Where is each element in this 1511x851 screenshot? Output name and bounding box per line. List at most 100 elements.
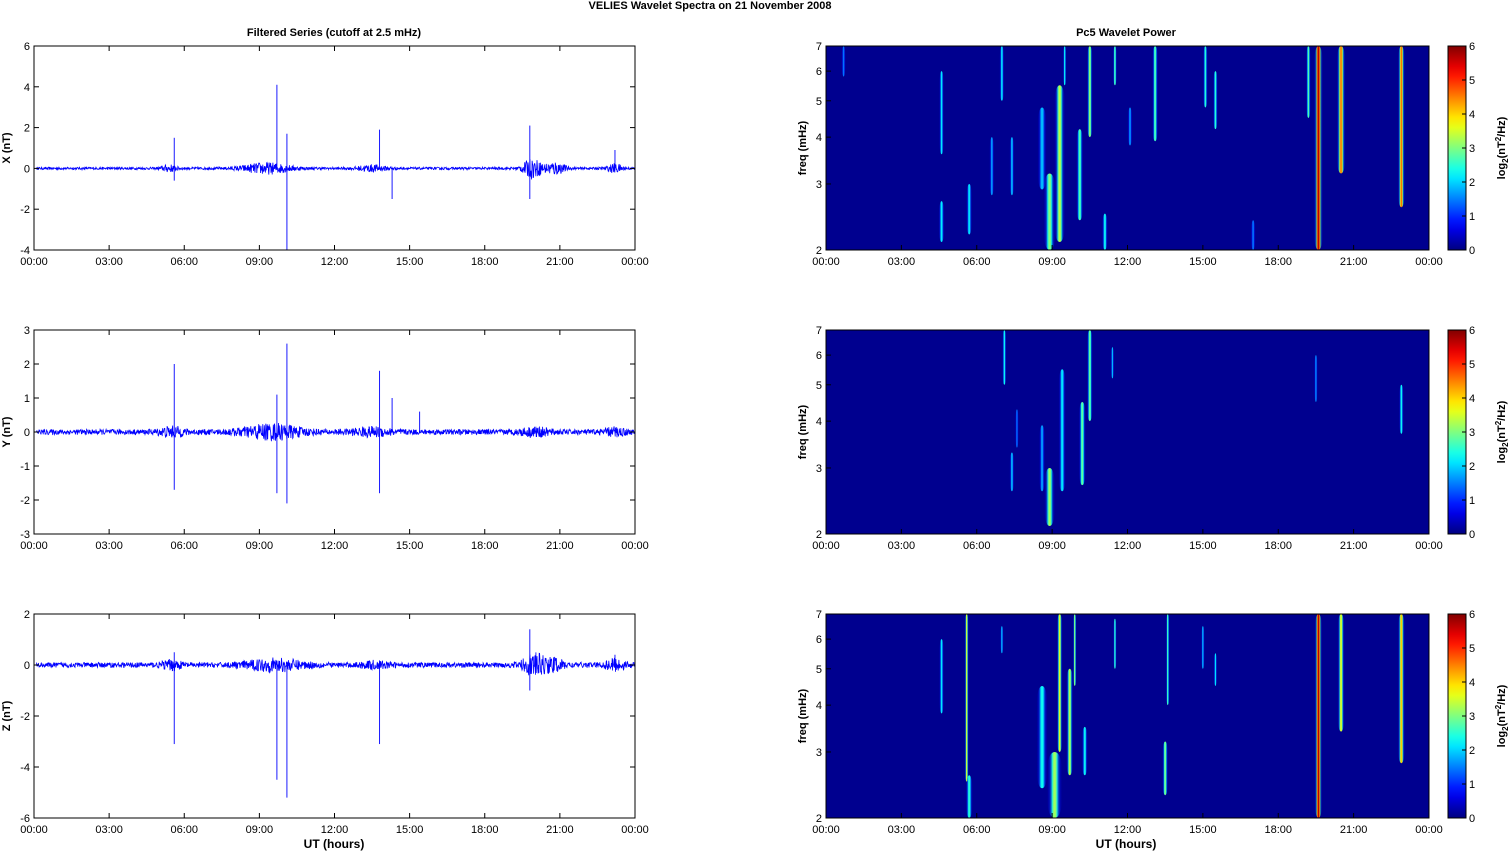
xtick-label: 00:00	[1415, 824, 1443, 836]
power-blob-15	[1127, 107, 1133, 146]
ytick-label: 4	[816, 132, 822, 144]
power-blob-9	[1082, 726, 1088, 776]
xtick-label: 21:00	[546, 540, 574, 552]
ytick-label: 6	[24, 41, 30, 53]
colorbar-tick-label: 2	[1469, 745, 1475, 757]
xtick-label: 12:00	[321, 540, 349, 552]
xtick-label: 18:00	[471, 540, 499, 552]
xtick-label: 21:00	[546, 256, 574, 268]
ytick-label: 5	[816, 664, 822, 676]
colorbar-tick-label: 4	[1469, 393, 1475, 405]
power-blob-8	[1044, 173, 1056, 250]
xtick-label: 18:00	[1264, 540, 1292, 552]
ytick-label: 0	[24, 163, 30, 175]
xtick-label: 12:00	[1114, 540, 1142, 552]
ylabel: freq (mHz)	[797, 120, 809, 175]
colorbar-tick-label: 4	[1469, 109, 1475, 121]
ytick-label: 0	[24, 427, 30, 439]
colorbar-tick-label: 1	[1469, 779, 1475, 791]
xtick-label: 00:00	[20, 256, 48, 268]
xtick-label: 00:00	[20, 824, 48, 836]
spectrum-panel-y: 2 3 4 5 6 7 00:00 03:00 06:00 09:00 12:00 15:00 18:0…	[797, 325, 1510, 552]
xtick-label: 00:00	[621, 256, 649, 268]
xtick-label: 03:00	[888, 256, 916, 268]
ytick-label: 6	[816, 350, 822, 362]
power-blobs	[939, 614, 1405, 818]
xtick-label: 21:00	[1340, 824, 1368, 836]
ytick-label: 2	[816, 813, 822, 825]
power-blob-15	[1314, 614, 1323, 818]
power-blob-6	[1009, 137, 1015, 196]
xtick-label: 18:00	[471, 824, 499, 836]
xtick-label: 00:00	[812, 824, 840, 836]
ytick-label: 5	[816, 380, 822, 392]
power-blob-6	[1078, 401, 1086, 486]
xtick-label: 06:00	[170, 540, 198, 552]
power-blobs	[841, 46, 1405, 250]
colorbar-tick-label: 2	[1469, 177, 1475, 189]
ytick-label: -1	[20, 461, 30, 473]
power-blob-7	[1037, 107, 1047, 190]
xtick-label: 15:00	[396, 256, 424, 268]
power-blob-2	[965, 775, 973, 818]
xtick-label: 03:00	[95, 540, 123, 552]
xtick-label: 09:00	[1038, 256, 1066, 268]
power-blob-4	[989, 137, 995, 196]
ytick-label: 3	[816, 179, 822, 191]
power-blob-13	[1201, 626, 1205, 669]
colorbar-label: log2(nT2/Hz)	[1494, 400, 1510, 463]
xtick-label: 03:00	[95, 256, 123, 268]
right-xlabel: UT (hours)	[1096, 837, 1157, 851]
ytick-label: 2	[24, 359, 30, 371]
xtick-label: 00:00	[20, 540, 48, 552]
ytick-label: 3	[816, 463, 822, 475]
power-blob-0	[1002, 330, 1007, 385]
ylabel: freq (mHz)	[797, 688, 809, 743]
ylabel: X (nT)	[1, 132, 13, 163]
xtick-label: 06:00	[963, 256, 991, 268]
xtick-label: 09:00	[246, 824, 274, 836]
colorbar-tick-label: 1	[1469, 211, 1475, 223]
power-blob-7	[1066, 668, 1074, 776]
xtick-label: 12:00	[321, 824, 349, 836]
colorbar-tick-label: 0	[1469, 529, 1475, 541]
power-blob-18	[1213, 71, 1218, 130]
ytick-label: -4	[20, 762, 30, 774]
colorbar-tick-label: 2	[1469, 461, 1475, 473]
power-blob-2	[1015, 409, 1019, 448]
colorbar-tick-label: 6	[1469, 325, 1475, 337]
power-blob-9	[1314, 355, 1318, 402]
power-blob-19	[1250, 220, 1256, 250]
colorbar-tick-label: 0	[1469, 245, 1475, 257]
xtick-label: 21:00	[546, 824, 574, 836]
xtick-label: 03:00	[95, 824, 123, 836]
ytick-label: 0	[24, 660, 30, 672]
ytick-label: 2	[816, 245, 822, 257]
power-blob-8	[1073, 614, 1077, 686]
xtick-label: 00:00	[1415, 256, 1443, 268]
power-blob-10	[1113, 618, 1117, 669]
plot-area	[34, 614, 635, 818]
xtick-label: 09:00	[246, 256, 274, 268]
xtick-label: 03:00	[888, 540, 916, 552]
power-blob-20	[1306, 46, 1311, 118]
power-blob-17	[1398, 614, 1405, 764]
figure-title: VELIES Wavelet Spectra on 21 November 20…	[589, 0, 832, 12]
power-blob-21	[1314, 46, 1323, 250]
xtick-label: 06:00	[963, 824, 991, 836]
ytick-label: 3	[816, 747, 822, 759]
power-blob-0	[841, 46, 846, 77]
ytick-label: 1	[24, 393, 30, 405]
power-blobs	[1002, 330, 1404, 527]
left-xlabel: UT (hours)	[304, 837, 365, 851]
heatmap-background	[826, 46, 1429, 250]
xtick-label: 00:00	[812, 540, 840, 552]
colorbar-tick-label: 3	[1469, 427, 1475, 439]
colorbar-tick-label: 1	[1469, 495, 1475, 507]
power-blob-0	[939, 639, 944, 714]
power-blob-1	[1009, 452, 1015, 492]
trace-y	[36, 422, 635, 442]
ytick-label: 4	[816, 416, 822, 428]
panels: -4 -2 0 2 4 6 00:00 03:00 06:00 09:00 12:00 15:00 18…	[1, 41, 1510, 836]
